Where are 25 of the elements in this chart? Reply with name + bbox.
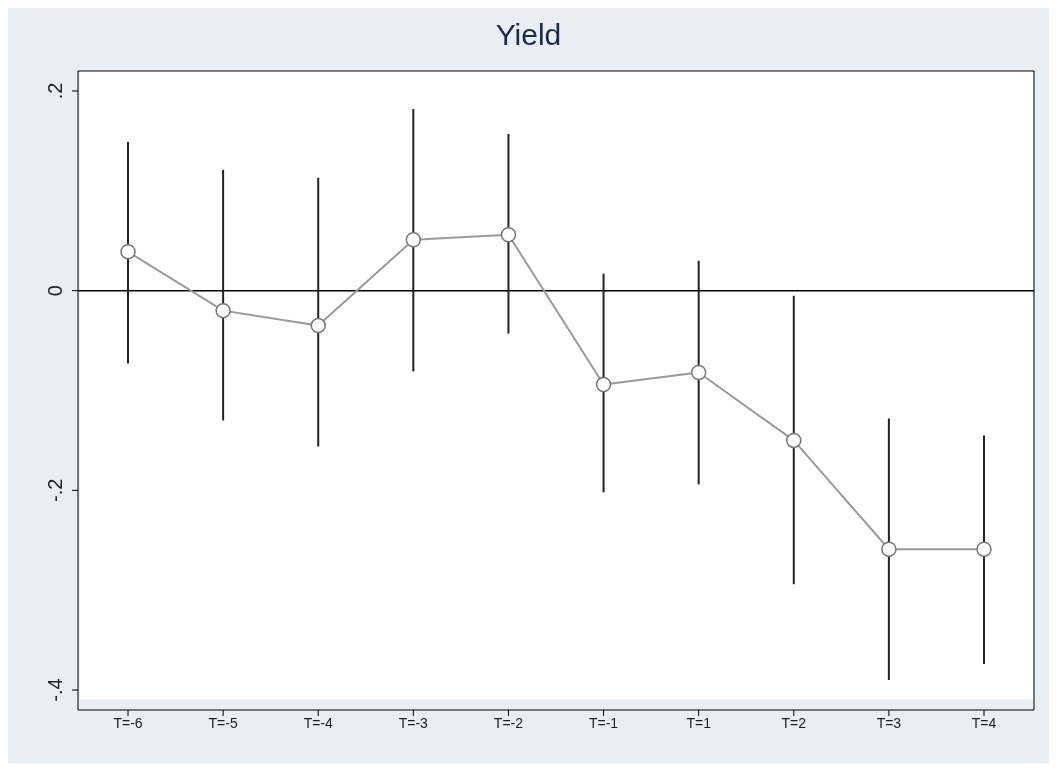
y-tick-label: 0 [44,285,66,297]
point [786,432,802,449]
y-tick-label: -.4 [44,678,66,702]
x-tick-label: T=-5 [208,714,238,731]
point [500,226,517,243]
point [690,364,707,381]
x-tick-label: T=-2 [493,714,524,731]
point [405,231,422,248]
x-tick-label: T=4 [971,714,997,731]
x-tick-label: T=-1 [588,714,619,731]
point [310,317,326,334]
point [881,541,897,557]
point [595,376,612,393]
x-tick-label: T=-6 [113,714,143,731]
point [215,302,231,319]
y-tick-label: -.2 [44,478,66,503]
x-tick-label: T=2 [781,714,807,731]
x-tick-label: T=3 [876,714,902,731]
x-tick-label: T=-3 [398,714,429,731]
y-tick-label: .2 [44,82,66,100]
point [120,243,136,260]
x-tick-label: T=-4 [303,714,334,731]
chart-title: Yield [494,17,563,53]
x-tick-label: T=1 [686,714,712,731]
point [976,541,992,557]
